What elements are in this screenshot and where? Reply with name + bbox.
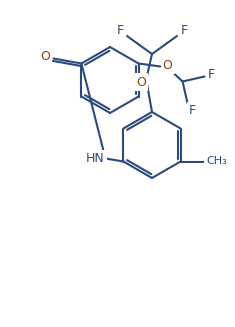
Text: F: F [208,68,215,81]
Text: F: F [180,25,188,38]
Text: HN: HN [86,152,105,165]
Text: O: O [40,50,50,63]
Text: O: O [136,76,146,89]
Text: O: O [163,59,172,72]
Text: CH₃: CH₃ [206,157,227,166]
Text: F: F [116,25,124,38]
Text: F: F [189,104,196,117]
